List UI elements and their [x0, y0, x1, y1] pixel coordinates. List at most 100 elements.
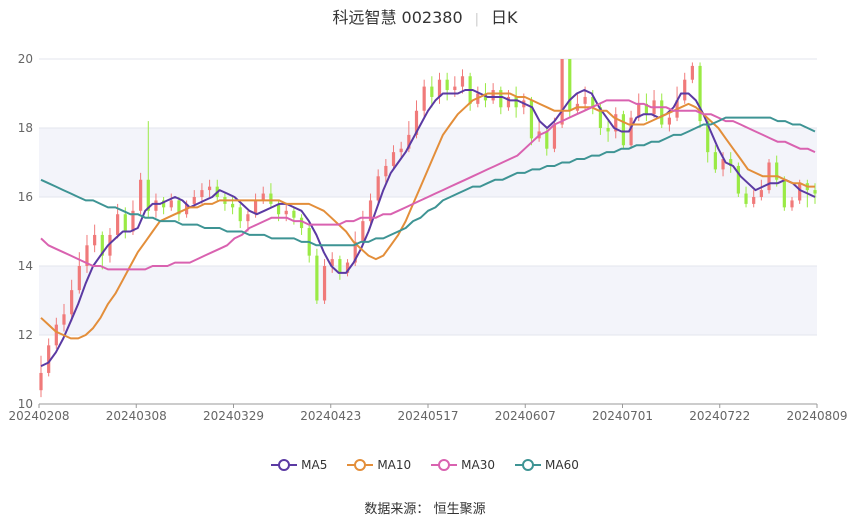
x-tick-label: 20240722: [689, 409, 750, 423]
candle-body: [230, 203, 235, 208]
candle-body: [146, 179, 150, 211]
candle-body: [736, 165, 740, 194]
candle-body: [583, 96, 587, 104]
y-tick-label: 20: [18, 52, 33, 66]
candle-body: [391, 152, 396, 166]
candle-body: [269, 193, 273, 204]
candle-body: [70, 290, 74, 315]
candle-body: [276, 203, 281, 215]
candle-body: [782, 179, 786, 208]
candle-body: [591, 96, 595, 108]
candle-body: [568, 59, 572, 111]
y-tick-label: 16: [18, 190, 33, 204]
candle-body: [729, 159, 733, 166]
y-tick-label: 10: [18, 397, 33, 411]
candle-body: [637, 103, 641, 118]
candle-body: [62, 314, 66, 325]
candle-body: [299, 217, 304, 229]
legend-item-ma5[interactable]: MA5: [271, 458, 327, 472]
legend-item-ma60[interactable]: MA60: [515, 458, 579, 472]
candle-body: [759, 190, 763, 197]
candle-body: [353, 241, 357, 263]
legend-item-ma30[interactable]: MA30: [431, 458, 495, 472]
y-tick-label: 12: [18, 328, 33, 342]
candle-body: [77, 266, 81, 291]
candle-body: [207, 186, 212, 191]
candle-body: [177, 200, 181, 215]
candle-body: [598, 107, 603, 128]
candle-body: [131, 210, 135, 232]
candle-body: [345, 262, 350, 273]
candle-body: [813, 190, 817, 194]
chart-title-period: 日K: [491, 8, 518, 27]
candle-body: [621, 114, 626, 146]
candle-body: [667, 117, 671, 125]
candle-body: [292, 210, 296, 218]
data-source-value: 恒生聚源: [433, 502, 486, 517]
candle-body: [407, 134, 411, 149]
x-tick-label: 20240517: [397, 409, 458, 423]
candle-body: [192, 197, 196, 204]
candle-body: [162, 200, 166, 208]
candle-body: [47, 345, 51, 373]
grid-band: [39, 266, 817, 335]
candle-body: [644, 103, 649, 115]
candle-body: [261, 193, 265, 201]
candle-body: [460, 76, 465, 87]
candle-body: [752, 197, 756, 204]
x-tick-label: 20240701: [592, 409, 653, 423]
legend-label: MA30: [461, 458, 496, 472]
chart-title: 科远智慧 002380 | 日K: [0, 4, 850, 28]
candle-body: [322, 266, 327, 301]
candle-body: [338, 259, 342, 273]
candle-body: [690, 65, 694, 80]
candlestick-chart: 10 12 14 16 18 20 20240208 20240308 20240329 2024…: [8, 52, 847, 423]
chart-title-main: 科远智慧 002380: [332, 8, 463, 27]
candle-body: [361, 221, 365, 242]
candle-body: [713, 152, 717, 170]
grid-band: [39, 128, 817, 197]
candle-body: [514, 96, 518, 108]
candle-body: [253, 200, 258, 215]
candle-body: [39, 372, 43, 391]
candle-body: [123, 214, 127, 232]
candle-body: [368, 200, 373, 222]
candle-body: [422, 86, 426, 111]
candle-body: [790, 200, 794, 208]
candle-body: [453, 86, 457, 91]
legend-label: MA10: [377, 458, 412, 472]
candle-body: [376, 176, 380, 201]
candle-body: [93, 234, 97, 246]
candle-body: [775, 162, 779, 180]
candle-body: [506, 96, 511, 108]
legend-label: MA60: [545, 458, 579, 472]
candle-body: [491, 90, 495, 101]
candle-body: [284, 210, 288, 215]
legend-item-ma10[interactable]: MA10: [347, 458, 411, 472]
candle-body: [330, 259, 334, 266]
candle-body: [315, 255, 319, 301]
x-tick-label: 20240308: [106, 409, 167, 423]
ma10-line: [40, 92, 815, 340]
candle-body: [384, 165, 388, 177]
candle-body: [529, 100, 534, 139]
title-separator: |: [474, 12, 480, 27]
candle-body: [445, 79, 449, 91]
candle-body: [560, 59, 564, 125]
ma30-line: [40, 99, 816, 271]
candle-body: [606, 128, 610, 132]
candle-body: [154, 200, 158, 211]
candle-body: [414, 110, 419, 135]
candle-body: [246, 214, 250, 222]
candle-body: [706, 121, 710, 153]
ma5-line: [40, 89, 816, 368]
candle-body: [614, 114, 618, 132]
candle-body: [169, 200, 173, 208]
candle-body: [116, 214, 120, 235]
candle-body: [499, 90, 503, 108]
ma60-line: [40, 116, 816, 247]
candle-body: [54, 324, 58, 346]
data-source: 数据来源： 恒生聚源: [0, 498, 850, 517]
y-tick-label: 18: [18, 121, 33, 135]
legend-label: MA5: [301, 458, 328, 472]
